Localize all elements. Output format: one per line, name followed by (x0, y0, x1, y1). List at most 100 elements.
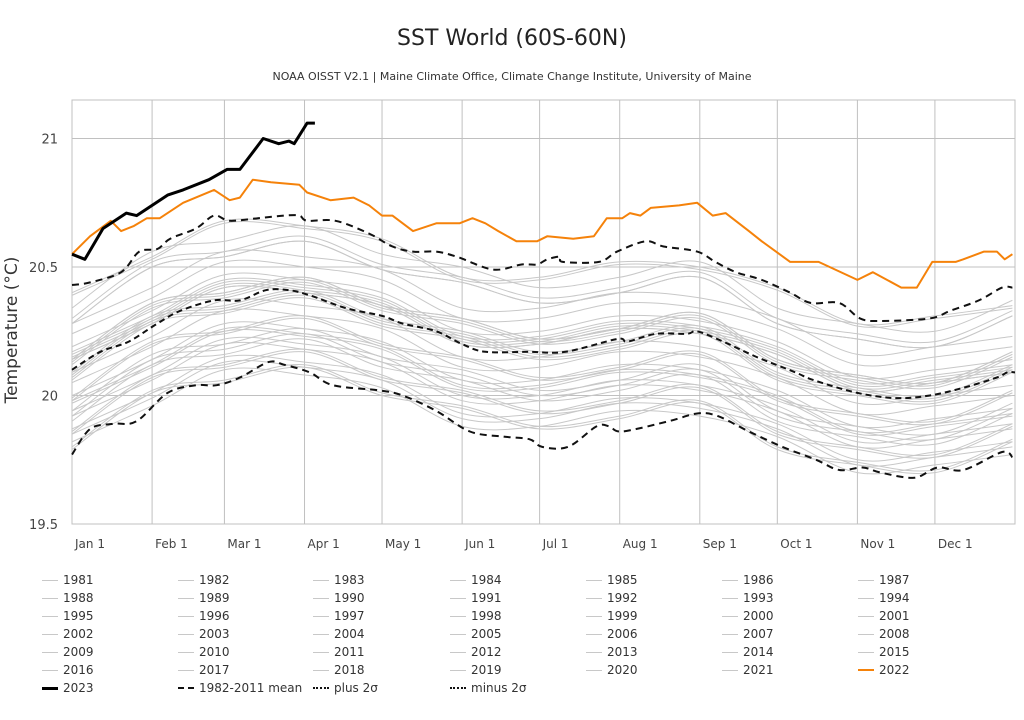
legend-label: 2009 (63, 645, 94, 659)
legend-item-1992[interactable]: 1992 (586, 590, 638, 606)
legend-item-1997[interactable]: 1997 (313, 608, 365, 624)
legend-item-2021[interactable]: 2021 (722, 662, 774, 678)
legend-item-2022[interactable]: 2022 (858, 662, 910, 678)
legend-item-1983[interactable]: 1983 (313, 572, 365, 588)
legend-item-2010[interactable]: 2010 (178, 644, 230, 660)
legend-label: 2016 (63, 663, 94, 677)
legend-swatch (313, 687, 329, 689)
highlight-lines (71, 121, 1013, 289)
legend-label: 1993 (743, 591, 774, 605)
legend-item-2017[interactable]: 2017 (178, 662, 230, 678)
legend-item-plus-2σ[interactable]: plus 2σ (313, 680, 378, 696)
legend-item-1981[interactable]: 1981 (42, 572, 94, 588)
legend-label: 1988 (63, 591, 94, 605)
legend-label: 1981 (63, 573, 94, 587)
legend-item-1982-2011-mean[interactable]: 1982-2011 mean (178, 680, 302, 696)
legend-swatch (450, 579, 466, 581)
legend-item-2000[interactable]: 2000 (722, 608, 774, 624)
legend: 1981 1982 1983 1984 1985 1986 1987 1988 1989 1990… (0, 572, 1024, 712)
legend-label: 2008 (879, 627, 910, 641)
legend-swatch (858, 651, 874, 653)
series-line-mean (71, 288, 1016, 400)
legend-item-2006[interactable]: 2006 (586, 626, 638, 642)
legend-item-2009[interactable]: 2009 (42, 644, 94, 660)
legend-item-2012[interactable]: 2012 (450, 644, 502, 660)
series-line-1985 (71, 366, 1013, 475)
stat-lines (71, 214, 1016, 479)
legend-label: 2017 (199, 663, 230, 677)
x-tick-label: Oct 1 (780, 537, 812, 551)
legend-swatch (178, 579, 194, 581)
legend-item-2013[interactable]: 2013 (586, 644, 638, 660)
legend-swatch (858, 633, 874, 635)
x-tick-label: Mar 1 (227, 537, 261, 551)
legend-item-1985[interactable]: 1985 (586, 572, 638, 588)
legend-item-1986[interactable]: 1986 (722, 572, 774, 588)
legend-item-1995[interactable]: 1995 (42, 608, 94, 624)
legend-item-2020[interactable]: 2020 (586, 662, 638, 678)
legend-label: 2007 (743, 627, 774, 641)
legend-item-1989[interactable]: 1989 (178, 590, 230, 606)
legend-swatch (722, 651, 738, 653)
legend-swatch (450, 651, 466, 653)
legend-label: 2018 (334, 663, 365, 677)
legend-swatch (313, 597, 329, 599)
legend-item-2019[interactable]: 2019 (450, 662, 502, 678)
legend-item-2011[interactable]: 2011 (313, 644, 365, 660)
legend-item-2002[interactable]: 2002 (42, 626, 94, 642)
legend-item-1984[interactable]: 1984 (450, 572, 502, 588)
legend-item-1990[interactable]: 1990 (313, 590, 365, 606)
legend-label: 1998 (471, 609, 502, 623)
legend-label: minus 2σ (471, 681, 527, 695)
legend-swatch (178, 597, 194, 599)
legend-item-2014[interactable]: 2014 (722, 644, 774, 660)
series-line-2018 (71, 249, 1013, 357)
legend-swatch (42, 669, 58, 671)
legend-swatch (178, 669, 194, 671)
legend-swatch (722, 669, 738, 671)
legend-label: 1997 (334, 609, 365, 623)
legend-label: 1996 (199, 609, 230, 623)
legend-item-2001[interactable]: 2001 (858, 608, 910, 624)
legend-item-2008[interactable]: 2008 (858, 626, 910, 642)
legend-swatch (722, 633, 738, 635)
legend-item-2018[interactable]: 2018 (313, 662, 365, 678)
legend-swatch (586, 651, 602, 653)
legend-label: 2010 (199, 645, 230, 659)
legend-item-1996[interactable]: 1996 (178, 608, 230, 624)
legend-swatch (450, 597, 466, 599)
plot-frame (71, 99, 1016, 525)
legend-label: 2013 (607, 645, 638, 659)
legend-item-1988[interactable]: 1988 (42, 590, 94, 606)
series-line-2010 (71, 272, 1013, 380)
legend-item-1991[interactable]: 1991 (450, 590, 502, 606)
legend-swatch (586, 597, 602, 599)
legend-label: 2014 (743, 645, 774, 659)
x-tick-label: Sep 1 (703, 537, 737, 551)
chart-title: SST World (60S-60N) (397, 26, 627, 51)
legend-item-2003[interactable]: 2003 (178, 626, 230, 642)
sst-line-chart: Jan 1 Feb 1 Mar 1 Apr 1 May 1 Jun 1 Jul 1 Aug 1… (2, 99, 1016, 551)
legend-item-2004[interactable]: 2004 (313, 626, 365, 642)
legend-item-1999[interactable]: 1999 (586, 608, 638, 624)
legend-item-2023[interactable]: 2023 (42, 680, 94, 696)
legend-item-1993[interactable]: 1993 (722, 590, 774, 606)
legend-item-1994[interactable]: 1994 (858, 590, 910, 606)
series-line-2019 (71, 225, 1013, 333)
legend-item-2016[interactable]: 2016 (42, 662, 94, 678)
legend-item-2015[interactable]: 2015 (858, 644, 910, 660)
legend-label: 2023 (63, 681, 94, 695)
legend-item-2005[interactable]: 2005 (450, 626, 502, 642)
legend-item-2007[interactable]: 2007 (722, 626, 774, 642)
legend-label: 1991 (471, 591, 502, 605)
legend-item-1982[interactable]: 1982 (178, 572, 230, 588)
legend-swatch (586, 669, 602, 671)
legend-item-1998[interactable]: 1998 (450, 608, 502, 624)
legend-swatch (42, 579, 58, 581)
y-tick-label: 19.5 (29, 518, 58, 533)
legend-label: 2022 (879, 663, 910, 677)
legend-label: 1995 (63, 609, 94, 623)
legend-label: 2015 (879, 645, 910, 659)
legend-item-1987[interactable]: 1987 (858, 572, 910, 588)
legend-item-minus-2σ[interactable]: minus 2σ (450, 680, 527, 696)
